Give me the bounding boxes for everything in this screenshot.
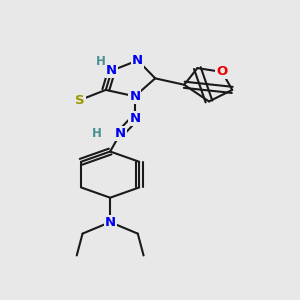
Text: N: N bbox=[105, 216, 116, 229]
Text: S: S bbox=[75, 94, 85, 107]
Text: N: N bbox=[129, 112, 140, 124]
Text: H: H bbox=[92, 127, 102, 140]
Text: N: N bbox=[106, 64, 117, 77]
Text: H: H bbox=[96, 55, 106, 68]
Text: N: N bbox=[132, 54, 143, 67]
Text: N: N bbox=[115, 127, 126, 140]
Text: N: N bbox=[129, 90, 140, 103]
Text: O: O bbox=[216, 65, 228, 78]
